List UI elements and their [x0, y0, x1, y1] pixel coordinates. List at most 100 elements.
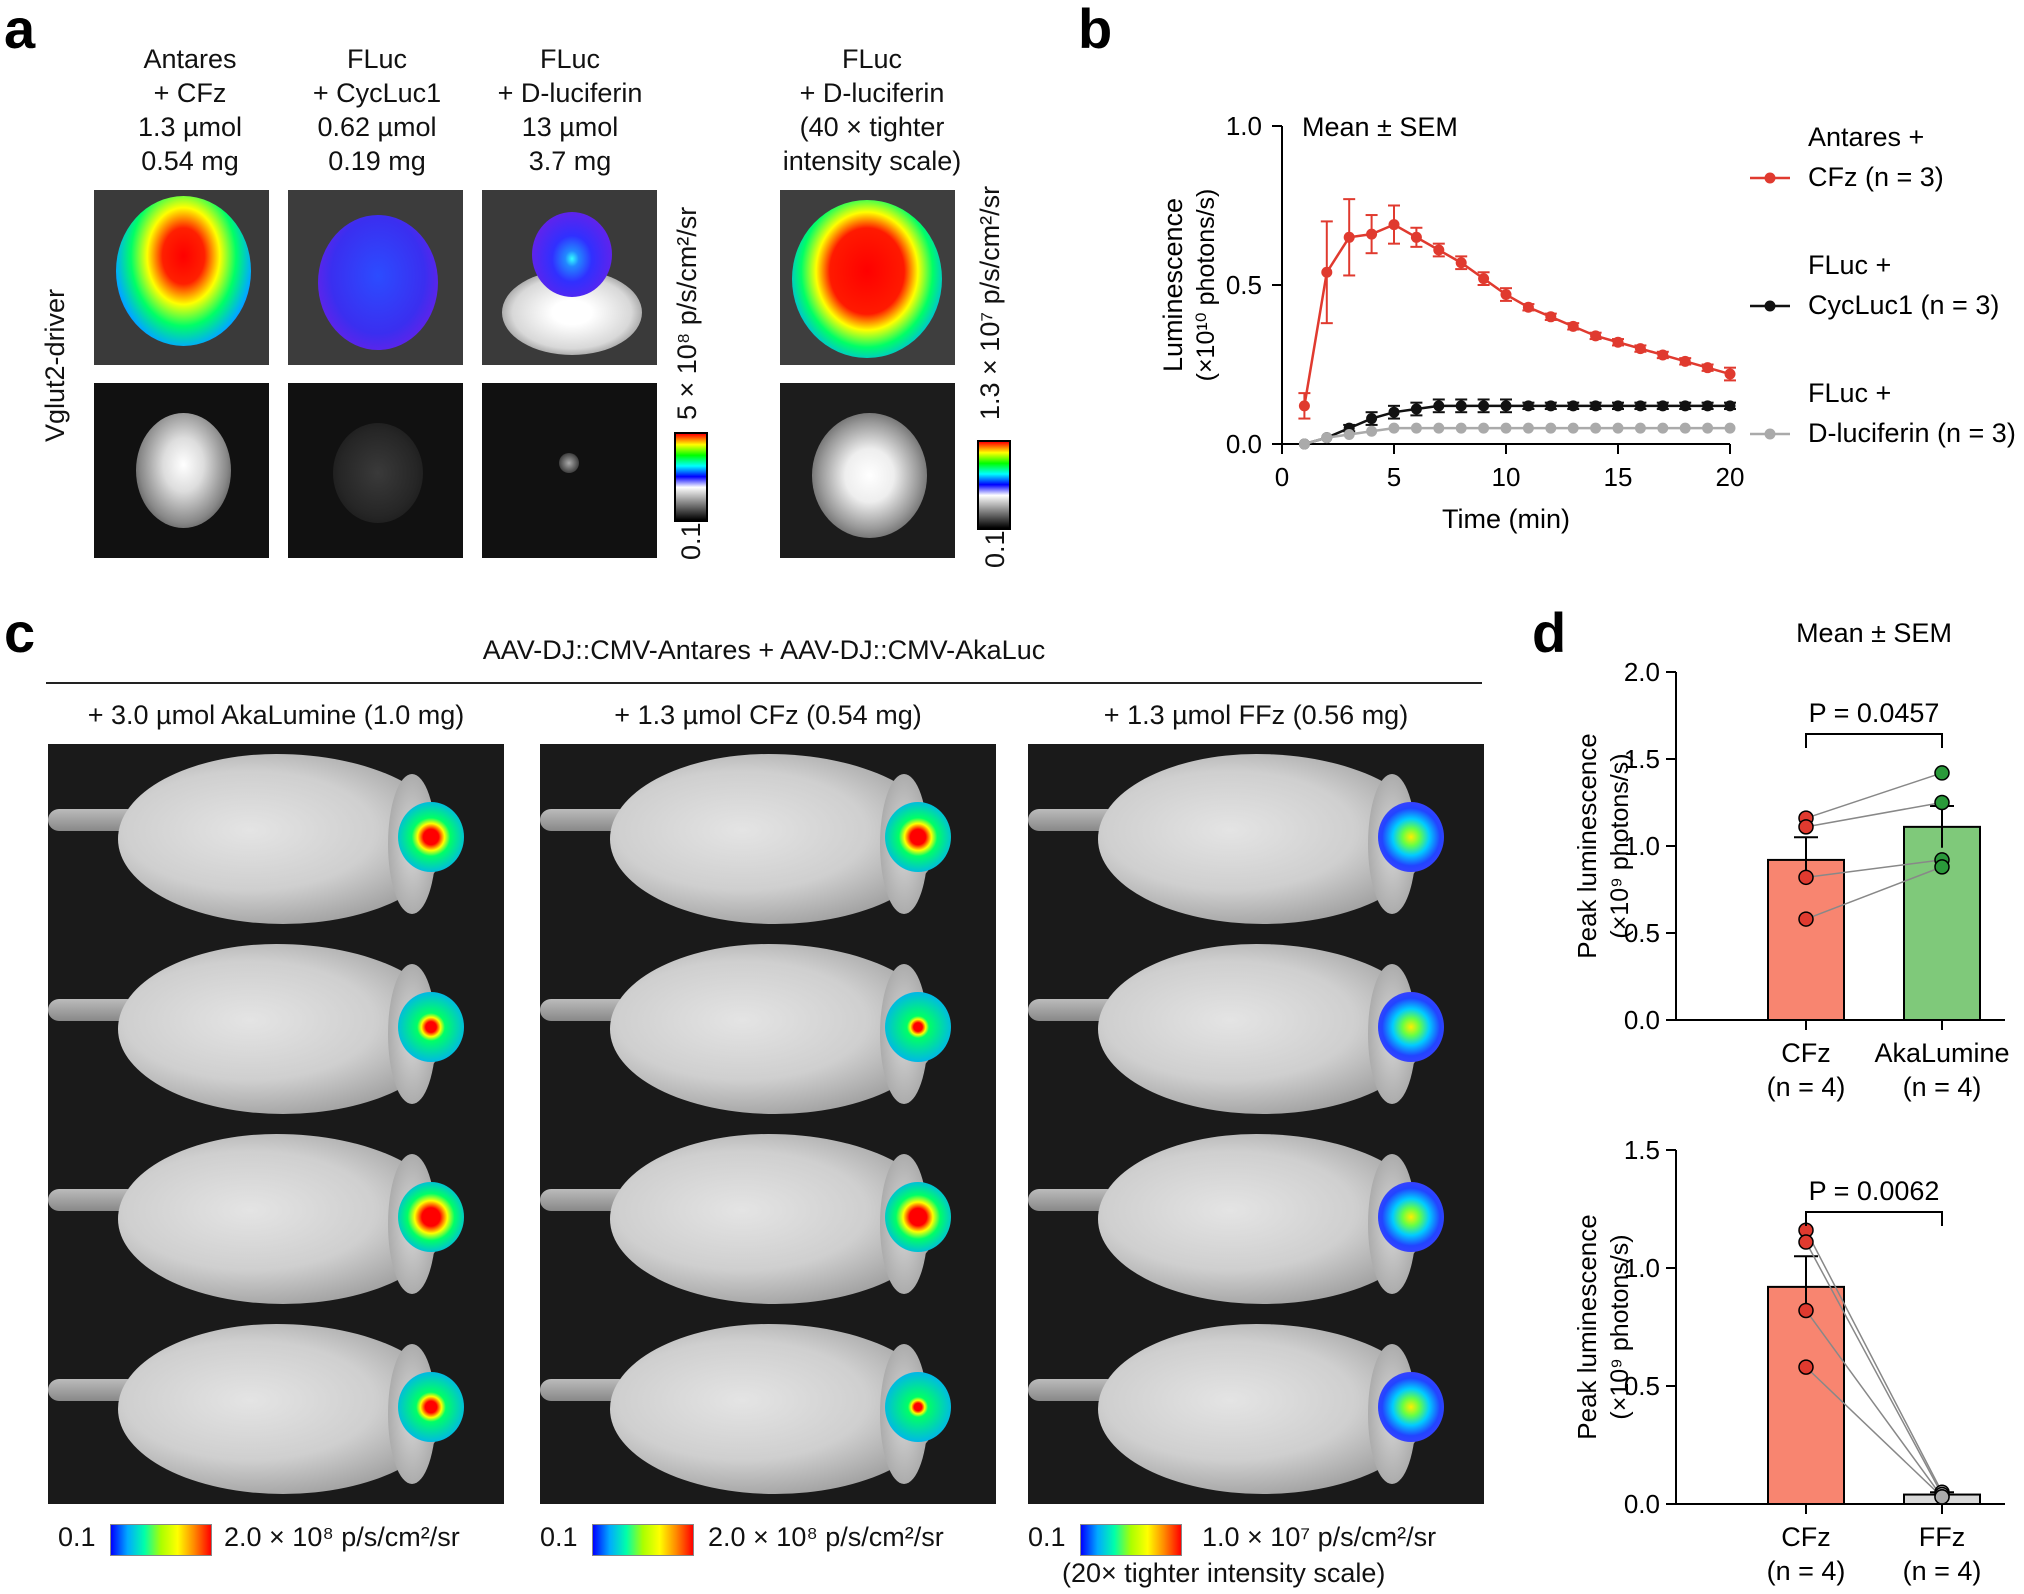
- bioluminescence-spot: [885, 992, 951, 1062]
- panel-c-header: AAV-DJ::CMV-Antares + AAV-DJ::CMV-AkaLuc: [482, 635, 1046, 665]
- data-point: [1590, 330, 1602, 342]
- mouse-tail: [540, 1379, 630, 1401]
- data-point: [1321, 266, 1333, 278]
- data-point: [1679, 400, 1691, 412]
- data-point: [1298, 400, 1310, 412]
- data-point: [1410, 231, 1422, 243]
- panel-a-col3-label: FLuc + D-luciferin 13 µmol 3.7 mg: [465, 42, 675, 178]
- scale-c1-min: 0.1: [58, 1522, 96, 1552]
- data-point: [1798, 911, 1814, 927]
- mouse-image-ffz: [1028, 744, 1484, 1504]
- data-point: [1934, 794, 1950, 811]
- scale-c1-colorbar: [110, 1524, 212, 1556]
- col-label-line: 3.7 mg: [528, 146, 612, 176]
- data-point: [1522, 400, 1534, 412]
- data-point: [1388, 219, 1400, 231]
- y-tick-label: 0.0: [1624, 1489, 1660, 1519]
- bioluminescence-spot: [398, 992, 464, 1062]
- data-point: [1798, 1302, 1814, 1319]
- data-point: [1478, 422, 1490, 434]
- paired-line: [1805, 1310, 1943, 1498]
- col-label-line: 0.54 mg: [141, 146, 239, 176]
- bioluminescence-spot: [885, 802, 951, 872]
- category-n-label: (n = 4): [1767, 1072, 1846, 1102]
- data-point: [1545, 400, 1557, 412]
- data-point: [1679, 422, 1691, 434]
- data-point: [1366, 228, 1378, 240]
- data-point: [1433, 422, 1445, 434]
- y-axis-label-unit: (×10⁹ photons/s): [1606, 1234, 1634, 1419]
- panel-d-bar-chart-top: 0.0 0.5 1.0 1.5 2.0 Peak luminescence (×10⁹ ph…: [1572, 618, 2010, 1102]
- panel-a-letter: a: [4, 0, 36, 60]
- p-value-label: P = 0.0457: [1809, 698, 1940, 728]
- legend-marker: [1764, 172, 1776, 184]
- data-point: [1634, 343, 1646, 355]
- data-point: [1567, 422, 1579, 434]
- mouse-tail: [540, 999, 630, 1021]
- bioluminescence-spot: [1378, 992, 1444, 1062]
- col-label-line: FLuc: [346, 44, 408, 74]
- mouse-image-cfz: [540, 744, 996, 1504]
- x-axis-label: Time (min): [1442, 504, 1570, 534]
- panel-d-letter: d: [1532, 601, 1567, 664]
- data-point: [1433, 244, 1445, 256]
- data-point: [1343, 231, 1355, 243]
- y-axis-label: Luminescence: [1158, 198, 1188, 372]
- col-label-line: + CycLuc1: [312, 78, 442, 108]
- x-tick-label: 15: [1604, 462, 1633, 492]
- row-label-vglut2: Vglut2-driver: [40, 288, 70, 442]
- data-point: [1798, 1234, 1814, 1250]
- data-point: [1679, 355, 1691, 367]
- y-axis-label: Peak luminescence: [1572, 1214, 1602, 1439]
- bioluminescence-signal: [532, 212, 612, 297]
- legend-label: D-luciferin (n = 3): [1808, 418, 2016, 448]
- mouse-tail: [540, 1189, 630, 1211]
- y-tick-label: 0.0: [1624, 1005, 1660, 1035]
- paired-line: [1805, 859, 1943, 879]
- significance-bracket: [1805, 1211, 1943, 1226]
- panel-d-bar-chart-bottom: 0.0 0.5 1.0 1.5 Peak luminescence (×10⁹ photo…: [1572, 1135, 2005, 1586]
- significance-bracket: [1805, 733, 1943, 748]
- legend-label: Antares +: [1808, 122, 1924, 152]
- scale-c2-colorbar: [592, 1524, 694, 1556]
- panel-a-col4-label: FLuc + D-luciferin (40 × tighter intensi…: [762, 42, 982, 178]
- data-point: [1934, 1489, 1950, 1505]
- bioluminescence-spot: [885, 1372, 951, 1442]
- header-divider: [46, 682, 1482, 684]
- mouse-tail: [48, 999, 138, 1021]
- scale-c2-max: 2.0 × 10⁸ p/s/cm²/sr: [708, 1522, 944, 1552]
- col-label-line: + D-luciferin: [497, 78, 643, 108]
- y-axis-label-unit: (×10¹⁰ photons/s): [1192, 189, 1220, 382]
- data-point: [1388, 422, 1400, 434]
- data-point: [1433, 400, 1445, 412]
- data-point: [1567, 320, 1579, 332]
- panel-c-col3-label: + 1.3 µmol FFz (0.56 mg): [1103, 700, 1409, 730]
- data-point: [1388, 406, 1400, 418]
- y-tick-label: 0.0: [1226, 429, 1262, 459]
- paired-line: [1805, 1241, 1943, 1495]
- data-point: [1590, 422, 1602, 434]
- panel-a-col2-label: FLuc + CycLuc1 0.62 µmol 0.19 mg: [272, 42, 482, 178]
- data-point: [1724, 368, 1736, 380]
- bar: [1767, 858, 1845, 1022]
- data-point: [1455, 257, 1467, 269]
- data-point: [1410, 403, 1422, 415]
- scale1-max-label: 5 × 10⁸ p/s/cm²/sr: [672, 206, 702, 420]
- data-point: [1702, 422, 1714, 434]
- data-point: [1366, 425, 1378, 437]
- col-label-line: FLuc: [841, 44, 903, 74]
- y-tick-label: 0.5: [1624, 1371, 1660, 1401]
- scale1-colorbar: [674, 432, 708, 522]
- data-point: [1478, 400, 1490, 412]
- data-point: [1634, 400, 1646, 412]
- panel-c-letter: c: [4, 601, 36, 664]
- data-point: [1798, 869, 1814, 886]
- scale-c1-max: 2.0 × 10⁸ p/s/cm²/sr: [224, 1522, 460, 1552]
- image-fluc-dluciferin-tight-raw: [780, 383, 955, 558]
- scale2-colorbar: [977, 440, 1011, 530]
- image-fluc-dluciferin-raw: [482, 383, 657, 558]
- bioluminescence-spot: [1378, 1182, 1444, 1252]
- data-point: [1545, 422, 1557, 434]
- mouse-tail: [48, 1379, 138, 1401]
- paired-line: [1805, 1366, 1943, 1498]
